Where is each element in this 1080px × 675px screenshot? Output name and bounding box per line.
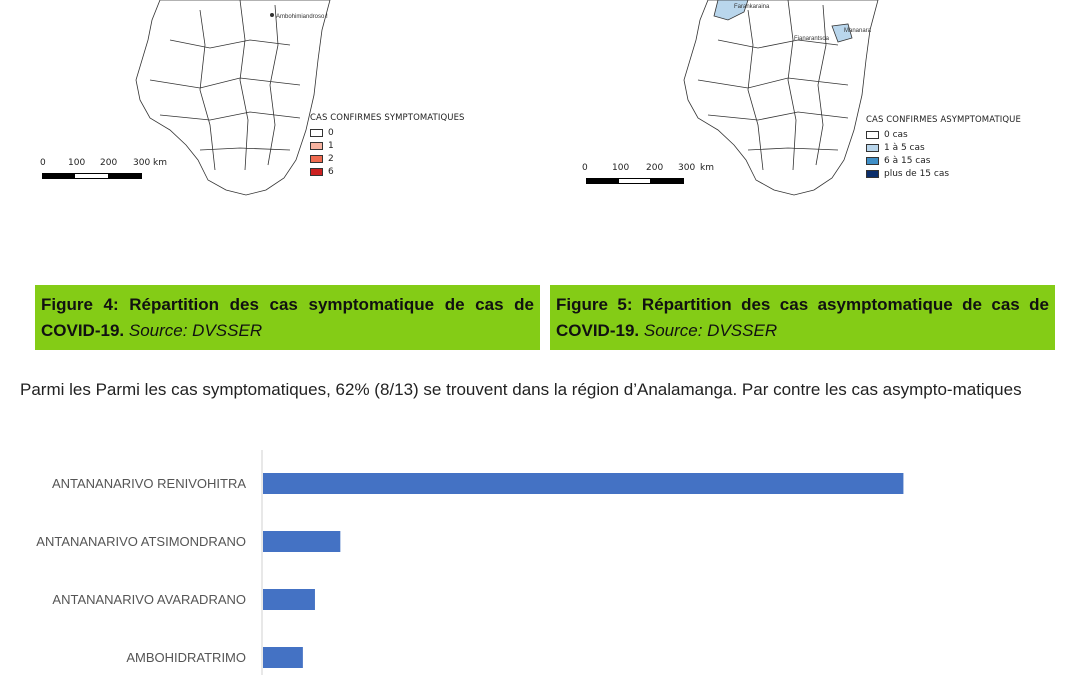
scale-label: 100	[612, 163, 630, 173]
legend-swatch	[310, 167, 323, 176]
symptomatic-map: Ambohimiandroso I	[135, 0, 331, 196]
caption-source: Source: DVSSER	[128, 321, 263, 340]
legend-swatch	[866, 169, 879, 178]
scale-label: 0	[582, 163, 588, 173]
scale-label: 200	[646, 163, 664, 173]
city-label: Fianarantsoa	[794, 36, 830, 42]
category-label: ANTANANARIVO RENIVOHITRA	[52, 476, 246, 491]
legend-label: 1 à 5 cas	[884, 142, 925, 153]
scale-label: km	[700, 163, 714, 173]
symptomatic-legend: CAS CONFIRMES SYMPTOMATIQUES 0 1 2 6	[310, 113, 465, 178]
scale-label: 300	[133, 158, 151, 168]
legend-item: 6 à 15 cas	[866, 154, 1021, 167]
category-label: ANTANANARIVO AVARADRANO	[52, 592, 246, 607]
caption-title: Figure 5: Répartition des cas asymptomat…	[556, 295, 1049, 340]
legend-swatch	[310, 128, 323, 137]
symptomatic-map-panel: Ambohimiandroso I CAS CONFIRMES SYMPTOMA…	[0, 0, 530, 230]
bar	[263, 589, 315, 610]
bar	[263, 647, 303, 668]
legend-item: 0 cas	[866, 128, 1021, 141]
body-paragraph: Parmi les Parmi les cas symptomatiques, …	[20, 380, 1022, 399]
city-label: Farankaraina	[734, 4, 770, 10]
legend-label: plus de 15 cas	[884, 168, 950, 179]
map-scale: 0 100 200 300 km	[582, 163, 717, 184]
category-label: ANTANANARIVO ATSIMONDRANO	[36, 534, 246, 549]
legend-swatch	[866, 130, 879, 139]
figure-5-caption: Figure 5: Répartition des cas asymptomat…	[550, 285, 1055, 350]
scale-label: 0	[40, 158, 46, 168]
legend-label: 0	[328, 127, 334, 138]
legend-title: CAS CONFIRMES ASYMPTOMATIQUE	[866, 115, 1021, 125]
legend-label: 2	[328, 153, 334, 164]
legend-swatch	[310, 141, 323, 150]
district-bar-chart: ANTANANARIVO RENIVOHITRA ANTANANARIVO ATS…	[36, 450, 904, 675]
madagascar-outline	[683, 0, 879, 196]
city-label: Mananara	[844, 28, 872, 34]
caption-source: Source: DVSSER	[643, 321, 778, 340]
legend-swatch	[310, 154, 323, 163]
legend-title: CAS CONFIRMES SYMPTOMATIQUES	[310, 113, 465, 123]
legend-item: 0	[310, 126, 465, 139]
legend-item: 6	[310, 165, 465, 178]
bar	[263, 473, 904, 494]
legend-item: 1	[310, 139, 465, 152]
asymptomatic-legend: CAS CONFIRMES ASYMPTOMATIQUE 0 cas 1 à 5 …	[866, 115, 1021, 180]
legend-label: 6	[328, 166, 334, 177]
legend-item: 2	[310, 152, 465, 165]
legend-swatch	[866, 143, 879, 152]
scale-label: 100	[68, 158, 86, 168]
legend-label: 6 à 15 cas	[884, 155, 931, 166]
scale-label: km	[153, 158, 167, 168]
asymptomatic-map: Farankaraina Fianarantsoa Mananara	[683, 0, 879, 196]
madagascar-outline	[135, 0, 331, 196]
region-shaded-2	[831, 23, 853, 43]
caption-title: Figure 4: Répartition des cas symptomati…	[41, 295, 534, 340]
category-label: AMBOHIDRATRIMO	[126, 650, 246, 665]
legend-label: 1	[328, 140, 334, 151]
city-label: Ambohimiandroso I	[276, 14, 328, 20]
legend-label: 0 cas	[884, 129, 908, 140]
legend-item: plus de 15 cas	[866, 167, 1021, 180]
asymptomatic-map-panel: Farankaraina Fianarantsoa Mananara CAS C…	[548, 0, 1080, 230]
scale-label: 200	[100, 158, 118, 168]
scale-label: 300	[678, 163, 696, 173]
legend-swatch	[866, 156, 879, 165]
figure-4-caption: Figure 4: Répartition des cas symptomati…	[35, 285, 540, 350]
region-shaded-1	[713, 0, 749, 21]
bar	[263, 531, 341, 552]
map-scale: 0 100 200 300 km	[40, 158, 167, 179]
legend-item: 1 à 5 cas	[866, 141, 1021, 154]
